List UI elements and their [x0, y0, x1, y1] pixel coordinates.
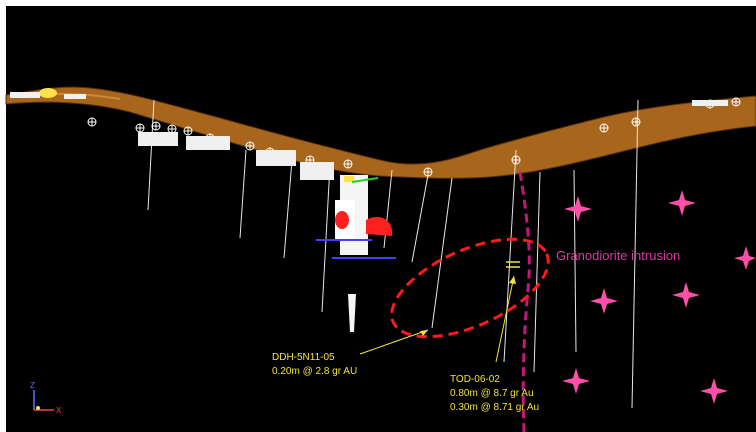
axis-z-label: Z	[30, 381, 35, 390]
drillhole	[147, 99, 155, 211]
ddh-intercept-label: 0.20m @ 2.8 gr AU	[272, 366, 357, 377]
drill-collar-marker-icon	[343, 159, 353, 169]
drill-collar-marker-icon	[245, 141, 255, 151]
drill-collar-marker-icon	[183, 126, 193, 136]
drill-collar-marker-icon	[511, 155, 521, 165]
drillhole	[431, 177, 453, 329]
drillhole	[573, 169, 577, 353]
drillhole	[631, 99, 639, 409]
target-ellipse	[390, 237, 550, 339]
intrusion-star-icon	[564, 196, 592, 222]
tod-hole-label: TOD-06-02	[450, 374, 500, 385]
drillhole	[321, 164, 331, 313]
tod-leader-line	[495, 275, 515, 363]
terrain-yellow-patch	[39, 88, 57, 98]
intrusion-star-icon	[700, 378, 728, 404]
drill-collar-marker-icon	[135, 123, 145, 133]
tod-leader-arrow	[509, 276, 516, 284]
sample-clusters	[10, 92, 728, 180]
intrusion-star-icon	[672, 282, 700, 308]
intrusion-contact-line	[518, 171, 531, 432]
drill-collar-marker-icon	[167, 124, 177, 134]
intrusion-star-icon	[590, 288, 618, 314]
axis-triad-icon: Z X	[30, 381, 62, 415]
axis-x-label: X	[56, 406, 62, 415]
ddh-leader-arrow	[420, 330, 428, 336]
ddh-leader-line	[359, 329, 429, 355]
intrusion-stars	[562, 190, 756, 404]
drill-collar-marker-icon	[151, 121, 161, 131]
intrusion-star-icon	[668, 190, 696, 216]
tod-intercept-2: 0.30m @ 8.71 gr Au	[450, 402, 539, 413]
intrusion-star-icon	[734, 246, 756, 270]
intrusion-label: Granodiorite intrusion	[556, 248, 680, 263]
ddh-hole-label: DDH-5N11-05	[272, 352, 335, 363]
drill-collar-marker-icon	[631, 117, 641, 127]
drillhole	[411, 174, 429, 263]
drillhole	[533, 171, 541, 373]
drillhole	[239, 149, 247, 239]
drillholes	[147, 99, 639, 409]
drill-collar-marker-icon	[87, 117, 97, 127]
drill-collar-marker-icon	[599, 123, 609, 133]
drillhole	[503, 149, 517, 363]
drill-collar-marker-icon	[423, 167, 433, 177]
drill-collar-markers	[87, 97, 741, 177]
intrusion-star-icon	[562, 368, 590, 394]
tod-intercept-1: 0.80m @ 8.7 gr Au	[450, 388, 534, 399]
drill-cluster-core	[316, 175, 396, 332]
drillhole	[283, 159, 293, 259]
drill-collar-marker-icon	[731, 97, 741, 107]
